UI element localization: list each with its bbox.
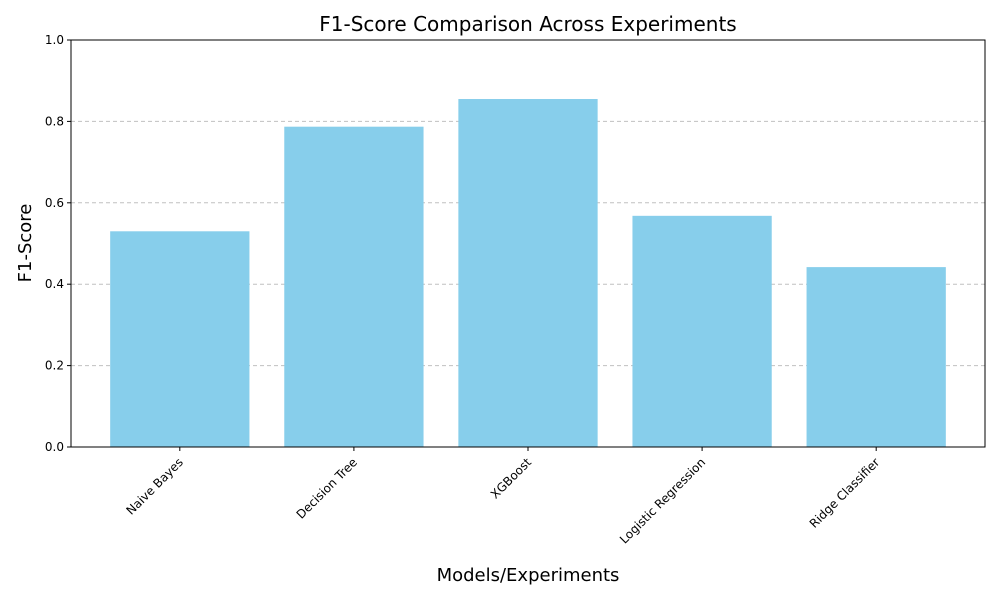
x-tick-label-4: Ridge Classifier bbox=[807, 455, 883, 531]
y-axis-label: F1-Score bbox=[15, 204, 36, 283]
y-tick-label-5: 1.0 bbox=[45, 33, 64, 47]
y-tick-label-3: 0.6 bbox=[45, 196, 64, 210]
y-tick-label-1: 0.2 bbox=[45, 359, 64, 373]
bar-1 bbox=[284, 126, 424, 447]
y-tick-label-4: 0.8 bbox=[45, 114, 64, 128]
bar-0 bbox=[110, 231, 250, 447]
bars-layer bbox=[110, 99, 946, 447]
x-tick-label-0: Naive Bayes bbox=[123, 455, 185, 517]
y-tick-label-0: 0.0 bbox=[45, 440, 64, 454]
y-tick-label-2: 0.4 bbox=[45, 277, 64, 291]
x-tick-label-1: Decision Tree bbox=[294, 455, 360, 521]
bar-2 bbox=[458, 99, 598, 447]
bar-3 bbox=[632, 215, 772, 447]
x-tick-label-3: Logistic Regression bbox=[617, 455, 708, 546]
chart-title: F1-Score Comparison Across Experiments bbox=[319, 12, 736, 36]
x-axis-label: Models/Experiments bbox=[437, 565, 620, 586]
x-tick-label-2: XGBoost bbox=[488, 455, 534, 501]
bar-4 bbox=[806, 267, 946, 447]
